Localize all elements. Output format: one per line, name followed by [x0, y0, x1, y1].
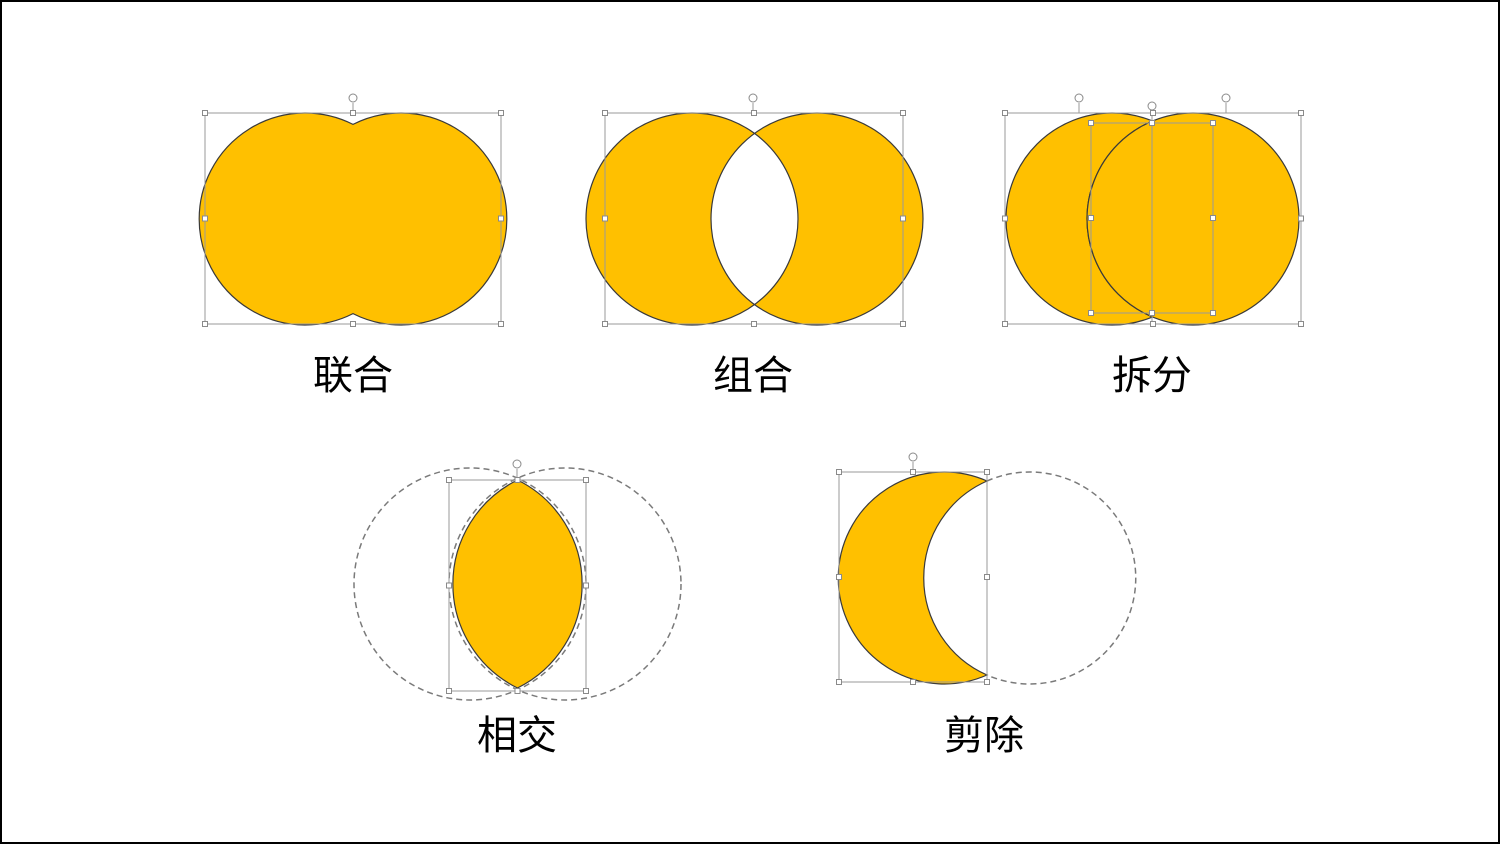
resize-handle-icon[interactable] — [1149, 120, 1155, 126]
resize-handle-icon[interactable] — [1210, 215, 1216, 221]
rotate-handle-icon[interactable] — [512, 459, 522, 469]
resize-handle-icon[interactable] — [602, 215, 608, 222]
union-diagram[interactable] — [198, 93, 508, 326]
resize-handle-icon[interactable] — [1210, 120, 1216, 126]
resize-handle-icon[interactable] — [1150, 321, 1156, 327]
resize-handle-icon[interactable] — [202, 215, 208, 222]
label-intersect: 相交 — [477, 713, 557, 759]
resize-handle-icon[interactable] — [910, 679, 916, 685]
resize-handle-icon[interactable] — [984, 469, 990, 475]
label-subtract: 剪除 — [944, 713, 1024, 759]
label-fragment: 拆分 — [1112, 353, 1192, 399]
resize-handle-icon[interactable] — [202, 321, 208, 327]
combine-diagram[interactable] — [585, 93, 924, 326]
resize-handle-icon[interactable] — [446, 477, 452, 483]
resize-handle-icon[interactable] — [446, 582, 452, 589]
resize-handles — [202, 110, 1304, 694]
resize-handle-icon[interactable] — [1002, 110, 1008, 116]
resize-handle-icon[interactable] — [900, 321, 906, 327]
label-union: 联合 — [313, 353, 393, 399]
fragment-diagram[interactable] — [1004, 93, 1302, 326]
resize-handle-icon[interactable] — [514, 477, 521, 483]
resize-handle-icon[interactable] — [836, 574, 842, 580]
fragment-middle-lens[interactable] — [1086, 113, 1299, 325]
resize-handle-icon[interactable] — [1002, 215, 1008, 222]
resize-handle-icon[interactable] — [602, 110, 608, 116]
resize-handle-icon[interactable] — [1298, 321, 1304, 327]
resize-handle-icon[interactable] — [1150, 110, 1156, 116]
label-combine: 组合 — [713, 353, 793, 399]
resize-handle-icon[interactable] — [583, 688, 589, 694]
resize-handle-icon[interactable] — [1298, 215, 1304, 222]
resize-handle-icon[interactable] — [1088, 310, 1094, 316]
resize-handle-icon[interactable] — [751, 321, 757, 327]
resize-handle-icon[interactable] — [446, 688, 452, 694]
resize-handle-icon[interactable] — [498, 321, 504, 327]
subtract-diagram[interactable] — [837, 452, 1137, 685]
resize-handle-icon[interactable] — [202, 110, 208, 116]
resize-handle-icon[interactable] — [984, 574, 990, 580]
resize-handle-icon[interactable] — [350, 110, 356, 116]
resize-handle-icon[interactable] — [836, 469, 842, 475]
resize-handle-icon[interactable] — [751, 110, 757, 116]
resize-handle-icon[interactable] — [984, 679, 990, 685]
resize-handle-icon[interactable] — [1298, 110, 1304, 116]
resize-handle-icon[interactable] — [498, 215, 504, 222]
rotate-handle-icon[interactable] — [1147, 101, 1157, 111]
rotate-handle-icon[interactable] — [1074, 93, 1084, 103]
intersect-diagram[interactable] — [353, 459, 682, 701]
resize-handle-icon[interactable] — [514, 688, 521, 694]
resize-handle-icon[interactable] — [900, 215, 906, 222]
resize-handle-icon[interactable] — [1088, 120, 1094, 126]
resize-handle-icon[interactable] — [836, 679, 842, 685]
resize-handle-icon[interactable] — [583, 477, 589, 483]
combine-shape[interactable] — [585, 112, 924, 326]
resize-handle-icon[interactable] — [602, 321, 608, 327]
rotate-handle-icon[interactable] — [348, 93, 358, 103]
union-shape[interactable] — [198, 112, 508, 326]
rotate-handle-icon[interactable] — [908, 452, 918, 462]
resize-handle-icon[interactable] — [1210, 310, 1216, 316]
resize-handle-icon[interactable] — [900, 110, 906, 116]
subtract-shape[interactable] — [837, 471, 989, 685]
intersect-shape[interactable] — [452, 479, 583, 689]
resize-handle-icon[interactable] — [1088, 215, 1094, 221]
resize-handle-icon[interactable] — [1149, 310, 1155, 316]
rotate-handle-icon[interactable] — [748, 93, 758, 103]
subtract-ghost-circle — [986, 471, 1137, 685]
resize-handle-icon[interactable] — [498, 110, 504, 116]
resize-handle-icon[interactable] — [910, 469, 916, 475]
rotate-handle-icon[interactable] — [1221, 93, 1231, 103]
resize-handle-icon[interactable] — [583, 582, 589, 589]
resize-handle-icon[interactable] — [350, 321, 356, 327]
resize-handle-icon[interactable] — [1002, 321, 1008, 327]
